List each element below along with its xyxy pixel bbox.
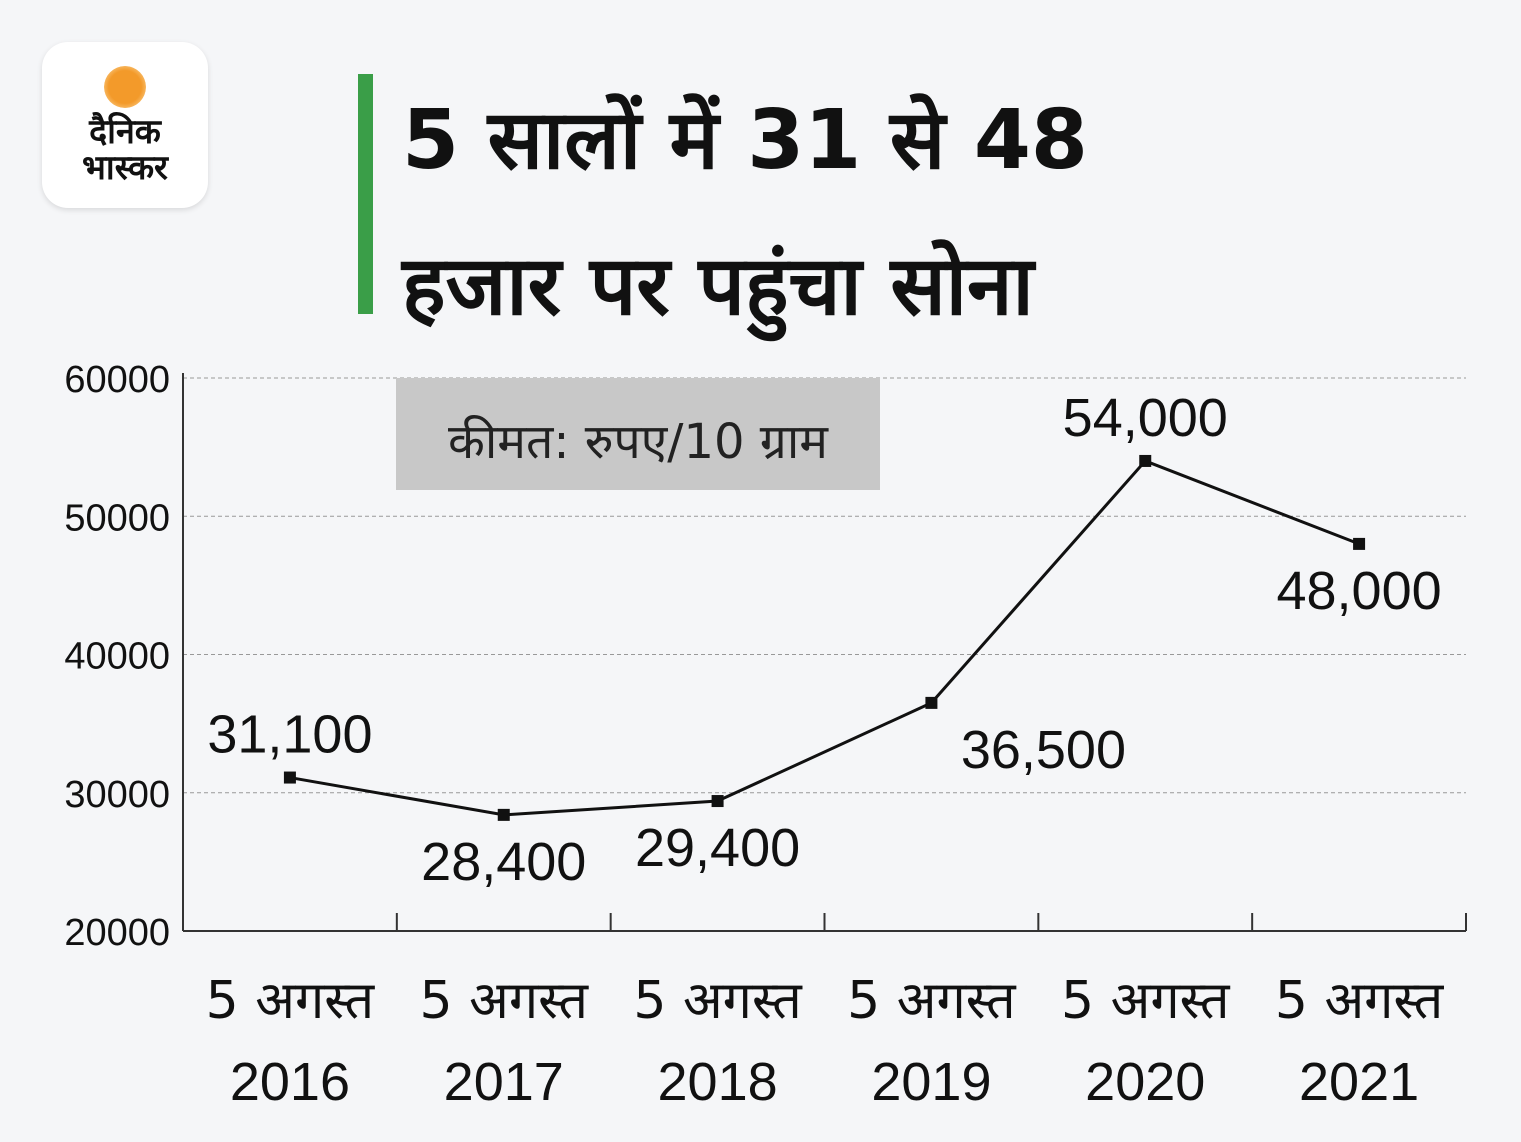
x-tick-label-year: 2017 [444, 1052, 564, 1112]
data-point [1139, 454, 1152, 467]
data-label: 29,400 [635, 818, 800, 878]
data-point [925, 696, 938, 709]
y-tick-label: 30000 [64, 774, 170, 816]
data-label: 28,400 [421, 832, 586, 892]
chart-title: 5 सालों में 31 से 48 हजार पर पहुंचा सोना [402, 66, 1502, 362]
x-tick-label-year: 2021 [1299, 1052, 1419, 1112]
x-tick-label-year: 2016 [230, 1052, 350, 1112]
logo-text: दैनिक भास्कर [82, 112, 168, 188]
title-accent-bar [358, 74, 373, 314]
x-tick-label-year: 2020 [1085, 1052, 1205, 1112]
unit-label: कीमत: रुपए/10 ग्राम [448, 414, 829, 470]
data-point [283, 771, 296, 784]
y-tick-label: 40000 [64, 636, 170, 678]
x-tick-label: 5 अगस्त [847, 971, 1017, 1031]
series-line [289, 459, 1360, 817]
data-point [711, 795, 724, 808]
data-point [497, 808, 510, 821]
x-tick-label: 5 अगस्त [1275, 971, 1445, 1031]
y-tick-label: 60000 [64, 359, 170, 401]
sun-icon [104, 66, 146, 108]
x-tick-label: 5 अगस्त [1061, 971, 1231, 1031]
x-tick-label: 5 अगस्त [206, 971, 376, 1031]
title-line-1: 5 सालों में 31 से 48 [402, 93, 1088, 188]
x-tick-label: 5 अगस्त [420, 971, 590, 1031]
y-tick-label: 50000 [64, 497, 170, 539]
x-tick-label-year: 2018 [658, 1052, 778, 1112]
data-point [1353, 537, 1366, 550]
data-label: 31,100 [207, 705, 372, 765]
x-tick-label-year: 2019 [871, 1052, 991, 1112]
unit-label-box [396, 378, 880, 490]
data-label: 36,500 [961, 720, 1126, 780]
dainik-bhaskar-logo: दैनिक भास्कर [42, 42, 208, 208]
y-tick-label: 20000 [64, 912, 170, 954]
data-label: 48,000 [1276, 561, 1441, 621]
data-label: 54,000 [1063, 388, 1228, 448]
x-tick-label: 5 अगस्त [633, 971, 803, 1031]
title-line-2: हजार पर पहुंचा सोना [402, 239, 1034, 334]
